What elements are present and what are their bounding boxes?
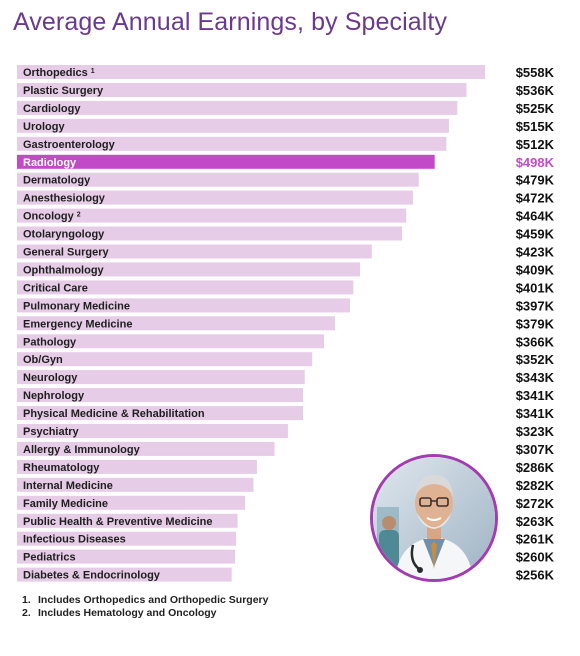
footnotes: 1. Includes Orthopedics and Orthopedic Su… — [22, 594, 268, 620]
footnote-mark: 1. — [22, 594, 31, 606]
category-label: Nephrology — [23, 390, 85, 402]
category-label: Oncology 2 — [23, 211, 81, 223]
category-label: Pediatrics — [23, 552, 76, 564]
category-label: Plastic Surgery — [23, 85, 104, 97]
footnote-1: 1. Includes Orthopedics and Orthopedic Su… — [22, 594, 268, 607]
category-label: Pathology — [23, 336, 77, 348]
category-label: Infectious Diseases — [23, 534, 126, 546]
category-label: Family Medicine — [23, 498, 108, 510]
value-label: $515K — [516, 119, 555, 134]
category-label: Radiology — [23, 157, 77, 169]
bar-rheumatology — [17, 459, 257, 474]
footnote-text: Includes Hematology and Oncology — [38, 607, 217, 619]
bar-allergy-immunology — [17, 441, 275, 456]
category-label: Orthopedics 1 — [23, 67, 95, 79]
category-label: Physical Medicine & Rehabilitation — [23, 408, 205, 420]
category-label: Gastroenterology — [23, 139, 116, 151]
doctor-portrait-icon — [370, 454, 498, 582]
category-label: Rheumatology — [23, 462, 100, 474]
bar-ob-gyn — [17, 352, 313, 367]
bar-dermatology — [17, 172, 419, 187]
value-label: $558K — [516, 65, 555, 80]
value-label: $479K — [516, 173, 555, 188]
bar-radiology — [17, 154, 435, 169]
footnote-mark: 1 — [91, 68, 95, 75]
category-label: Otolaryngology — [23, 229, 105, 241]
category-label: Psychiatry — [23, 426, 80, 438]
value-label: $379K — [516, 316, 555, 331]
category-label: Anesthesiology — [23, 193, 106, 205]
value-label: $423K — [516, 245, 555, 260]
value-label: $260K — [516, 550, 555, 565]
footnote-text: Includes Orthopedics and Orthopedic Surg… — [38, 594, 269, 606]
value-label: $397K — [516, 298, 555, 313]
value-label: $263K — [516, 514, 555, 529]
chart-title: Average Annual Earnings, by Specialty — [13, 8, 448, 36]
value-label: $464K — [516, 209, 555, 224]
category-label: Cardiology — [23, 103, 81, 115]
value-label: $525K — [516, 101, 555, 116]
bar-pulmonary-medicine — [17, 298, 350, 313]
category-label: Public Health & Preventive Medicine — [23, 516, 213, 528]
value-label: $272K — [516, 496, 555, 511]
bar-diabetes-endocrinology — [17, 567, 232, 582]
bar-urology — [17, 118, 449, 133]
value-label: $261K — [516, 532, 555, 547]
bar-nephrology — [17, 388, 303, 403]
bar-general-surgery — [17, 244, 372, 259]
category-label: Allergy & Immunology — [23, 444, 141, 456]
category-label: General Surgery — [23, 247, 109, 259]
category-label: Emergency Medicine — [23, 318, 132, 330]
value-label: $256K — [516, 568, 555, 583]
value-label: $366K — [516, 334, 555, 349]
bar-plastic-surgery — [17, 83, 467, 97]
value-label: $352K — [516, 352, 555, 367]
category-label: Ob/Gyn — [23, 354, 63, 366]
bar-ophthalmology — [17, 262, 360, 277]
value-label: $343K — [516, 370, 555, 385]
value-label: $498K — [516, 155, 555, 170]
value-label: $409K — [516, 262, 555, 277]
value-label: $323K — [516, 424, 555, 439]
bar-public-health-preventive-medicine — [17, 513, 238, 528]
category-label: Neurology — [23, 372, 78, 384]
bar-critical-care — [17, 280, 354, 295]
category-label: Critical Care — [23, 282, 88, 294]
category-label: Ophthalmology — [23, 264, 105, 276]
category-label: Dermatology — [23, 175, 91, 187]
footnote-2: 2. Includes Hematology and Oncology — [22, 607, 268, 620]
footnote-mark: 2. — [22, 607, 31, 619]
bar-orthopedics — [17, 65, 485, 79]
value-label: $307K — [516, 442, 555, 457]
bar-pathology — [17, 334, 324, 349]
bar-otolaryngology — [17, 226, 402, 241]
category-label: Internal Medicine — [23, 480, 113, 492]
bar-chart: Orthopedics 1 $558K Plastic Surgery $536K Car… — [17, 65, 555, 583]
value-label: $341K — [516, 406, 555, 421]
value-label: $282K — [516, 478, 555, 493]
bar-psychiatry — [17, 424, 288, 438]
value-label: $286K — [516, 460, 555, 475]
bar-family-medicine — [17, 495, 246, 510]
value-label: $459K — [516, 227, 555, 242]
category-label: Pulmonary Medicine — [23, 300, 130, 312]
category-label: Diabetes & Endocrinology — [23, 570, 161, 582]
bar-anesthesiology — [17, 190, 413, 205]
bar-infectious-diseases — [17, 531, 236, 546]
footnote-mark: 2 — [77, 212, 81, 219]
bar-oncology — [17, 208, 407, 223]
bar-physical-medicine-rehabilitation — [17, 406, 303, 421]
bar-pediatrics — [17, 549, 236, 564]
value-label: $536K — [516, 83, 555, 98]
value-label: $512K — [516, 137, 555, 152]
value-label: $401K — [516, 280, 555, 295]
bar-gastroenterology — [17, 136, 447, 151]
category-label: Urology — [23, 121, 65, 133]
value-label: $341K — [516, 388, 555, 403]
bar-neurology — [17, 370, 305, 385]
bar-emergency-medicine — [17, 316, 335, 331]
bar-internal-medicine — [17, 477, 254, 492]
value-label: $472K — [516, 191, 555, 206]
bar-cardiology — [17, 100, 458, 115]
